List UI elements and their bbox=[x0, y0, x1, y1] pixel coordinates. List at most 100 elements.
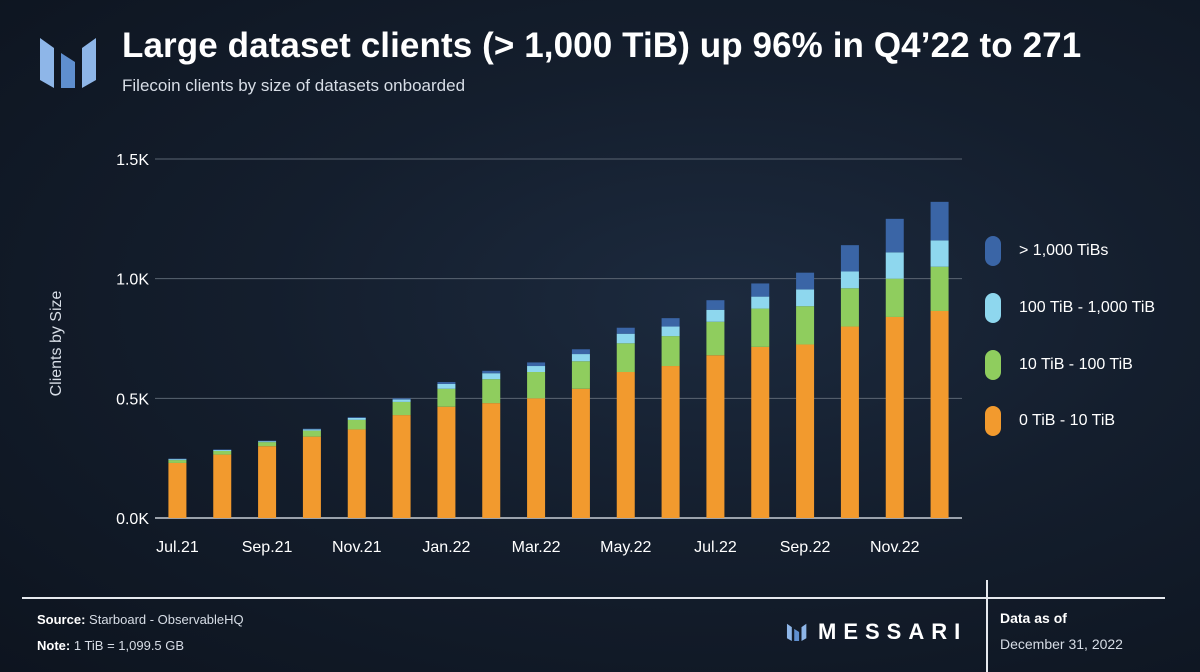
bar-segment bbox=[302, 428, 321, 430]
bar-segment bbox=[796, 344, 815, 518]
page-subtitle: Filecoin clients by size of datasets onb… bbox=[122, 76, 466, 95]
bar-segment bbox=[616, 372, 635, 518]
bar-segment bbox=[347, 429, 366, 518]
bar-segment bbox=[168, 460, 187, 463]
legend-swatch bbox=[985, 236, 1001, 266]
y-tick-label: 1.0K bbox=[116, 272, 149, 289]
bar-segment bbox=[706, 321, 725, 356]
messari-logo-icon bbox=[40, 38, 96, 88]
bar-segment bbox=[347, 417, 366, 418]
bar-segment bbox=[930, 240, 949, 267]
bar-segment bbox=[885, 252, 904, 279]
source-note: Source: Starboard - ObservableHQ bbox=[37, 612, 244, 627]
bar-segment bbox=[706, 355, 725, 518]
bar-segment bbox=[482, 373, 501, 380]
messari-brand: MESSARI bbox=[786, 619, 967, 645]
bar-segment bbox=[392, 415, 411, 518]
bar-segment bbox=[213, 450, 232, 451]
bar-segment bbox=[392, 399, 411, 402]
bar-segment bbox=[168, 459, 187, 461]
bar-segment bbox=[347, 417, 366, 420]
bar-segment bbox=[796, 272, 815, 290]
bar-segment bbox=[571, 349, 590, 355]
bar-segment bbox=[885, 316, 904, 518]
bar-segment bbox=[796, 289, 815, 307]
bar-segment bbox=[437, 382, 456, 384]
bar-segment bbox=[258, 446, 277, 518]
bar-segment bbox=[616, 327, 635, 334]
bar-segment bbox=[213, 450, 232, 455]
data-as-of-label: Data as of bbox=[1000, 610, 1067, 626]
y-tick-label: 1.5K bbox=[116, 152, 149, 169]
note-text: 1 TiB = 1,099.5 GB bbox=[73, 638, 185, 653]
bar-segment bbox=[616, 333, 635, 344]
bar-segment bbox=[482, 379, 501, 404]
bar-segment bbox=[527, 366, 546, 373]
legend-label: 10 TiB - 100 TiB bbox=[1019, 356, 1133, 373]
bar-segment bbox=[930, 201, 949, 241]
bar-segment bbox=[751, 296, 770, 309]
bar-segment bbox=[885, 278, 904, 317]
bar-segment bbox=[751, 283, 770, 297]
legend-label: > 1,000 TiBs bbox=[1019, 242, 1109, 259]
bar-segment bbox=[347, 419, 366, 430]
x-tick-label: Jan.22 bbox=[422, 539, 470, 556]
bar-segment bbox=[482, 370, 501, 374]
footer-divider bbox=[22, 597, 1165, 599]
legend-item-0-10: 0 TiB - 10 TiB bbox=[985, 406, 1115, 436]
bar-segment bbox=[840, 326, 859, 518]
stacked-bar-chart: 0.0K 0.5K 1.0K 1.5K Clients by Size Jul.21 Sep… bbox=[48, 152, 962, 556]
x-tick-label: May.22 bbox=[600, 539, 651, 556]
bar-segment bbox=[706, 300, 725, 310]
bar-segment bbox=[840, 245, 859, 272]
bar-segment bbox=[796, 306, 815, 345]
brand-wordmark: MESSARI bbox=[818, 619, 968, 644]
x-tick-label: Nov.21 bbox=[332, 539, 382, 556]
unit-note: Note: 1 TiB = 1,099.5 GB bbox=[37, 638, 184, 653]
bar-segment bbox=[930, 310, 949, 518]
x-tick-label: Mar.22 bbox=[512, 539, 561, 556]
messari-brand-icon bbox=[786, 623, 807, 641]
data-as-of-date: December 31, 2022 bbox=[1000, 636, 1123, 652]
legend-swatch bbox=[985, 293, 1001, 323]
bar-segment bbox=[661, 336, 680, 367]
bar-segment bbox=[392, 398, 411, 400]
legend-item-over-1000: > 1,000 TiBs bbox=[985, 236, 1108, 266]
x-tick-label: Jul.22 bbox=[694, 539, 737, 556]
bar-segment bbox=[527, 398, 546, 518]
bar-segment bbox=[885, 218, 904, 253]
bar-segment bbox=[437, 383, 456, 389]
bar-segment bbox=[437, 406, 456, 518]
bar-segment bbox=[930, 266, 949, 311]
y-tick-label: 0.0K bbox=[116, 511, 149, 528]
bar-segment bbox=[527, 362, 546, 367]
bar-segment bbox=[661, 366, 680, 518]
footer-vertical-divider bbox=[986, 580, 988, 672]
bar-segment bbox=[840, 271, 859, 289]
legend-swatch bbox=[985, 406, 1001, 436]
note-label: Note: bbox=[37, 638, 71, 653]
x-tick-label: Sep.22 bbox=[780, 539, 831, 556]
y-axis-title: Clients by Size bbox=[48, 290, 65, 396]
bar-segment bbox=[482, 403, 501, 518]
bar-segment bbox=[751, 346, 770, 518]
bar-segment bbox=[751, 308, 770, 347]
bar-segment bbox=[661, 326, 680, 337]
bar-segment bbox=[168, 462, 187, 518]
bar-segment bbox=[616, 343, 635, 373]
bar-segment bbox=[571, 388, 590, 518]
bar-segment bbox=[437, 388, 456, 407]
bar-segment bbox=[302, 436, 321, 518]
bar-segment bbox=[213, 454, 232, 518]
bar-segment bbox=[571, 354, 590, 362]
bar-segment bbox=[527, 372, 546, 399]
bar-segment bbox=[302, 430, 321, 437]
source-label: Source: bbox=[37, 612, 86, 627]
bar-segment bbox=[302, 429, 321, 431]
source-text: Starboard - ObservableHQ bbox=[89, 612, 244, 627]
legend-item-100-1000: 100 TiB - 1,000 TiB bbox=[985, 293, 1155, 323]
bar-segment bbox=[258, 441, 277, 443]
bar-segment bbox=[706, 309, 725, 322]
bar-segment bbox=[392, 401, 411, 416]
page-title: Large dataset clients (> 1,000 TiB) up 9… bbox=[122, 26, 1082, 65]
